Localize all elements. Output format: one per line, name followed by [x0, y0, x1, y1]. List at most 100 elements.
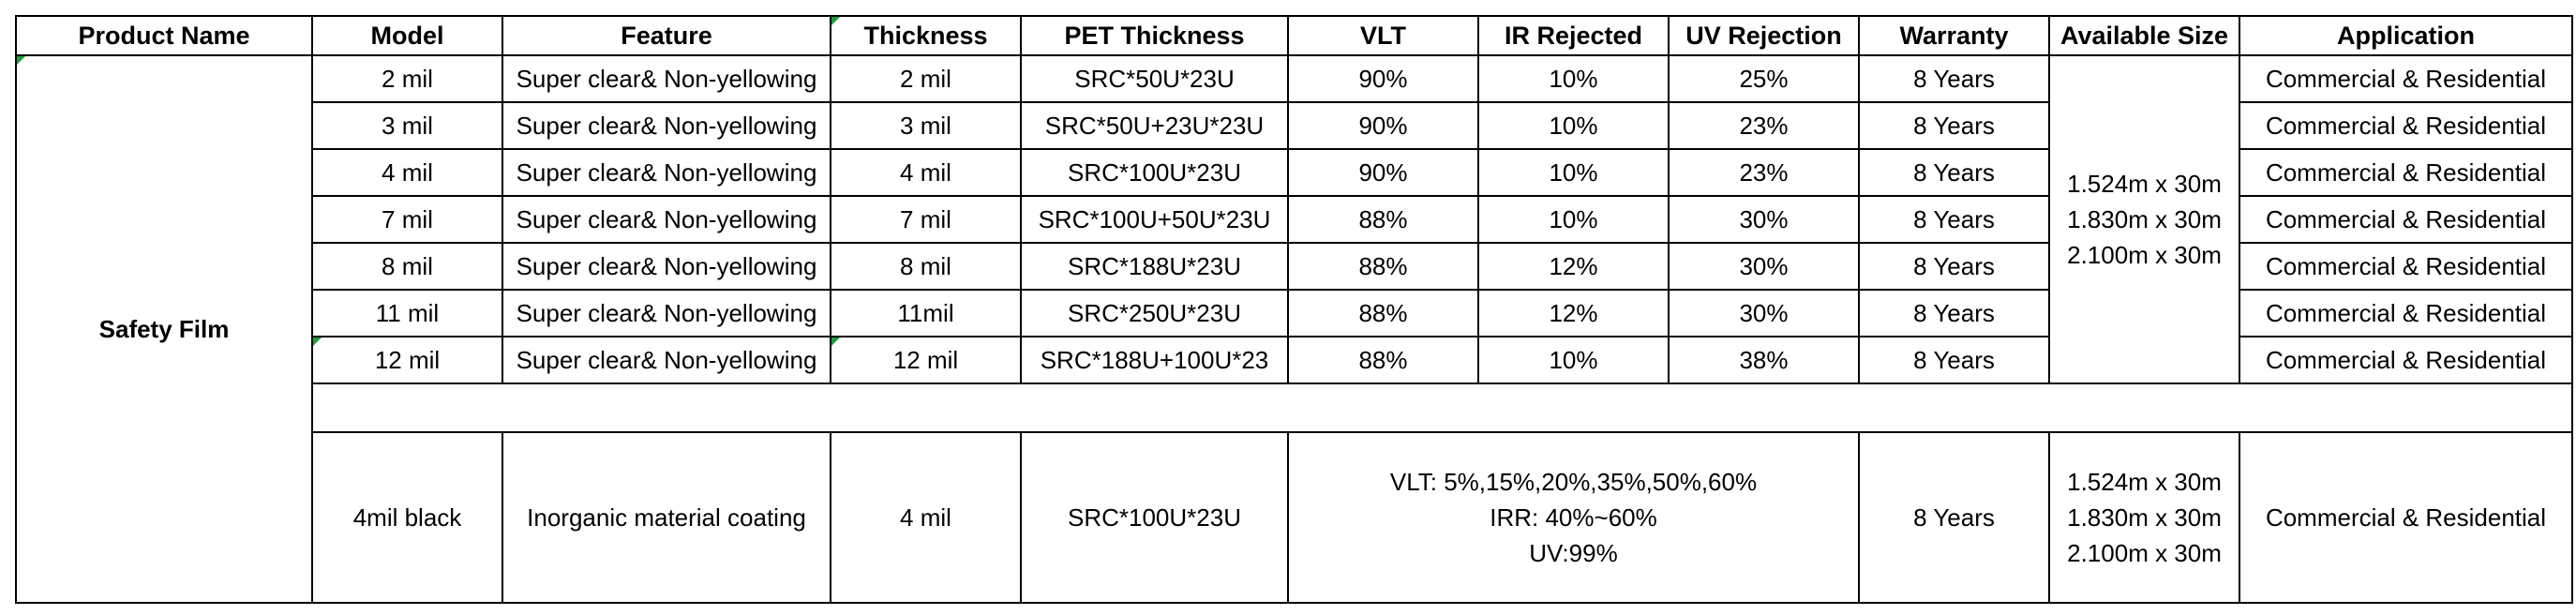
ir-cell[interactable]: 12%: [1477, 289, 1670, 338]
application-cell[interactable]: Commercial & Residential: [2239, 101, 2573, 150]
application-cell[interactable]: Commercial & Residential: [2239, 336, 2573, 384]
table-row: 4 mil Super clear& Non-yellowing 4 mil S…: [16, 148, 2573, 197]
warranty-cell[interactable]: 8 Years: [1858, 431, 2050, 604]
thickness-cell[interactable]: 3 mil: [830, 101, 1022, 150]
pet-thickness-cell[interactable]: SRC*50U*23U: [1020, 54, 1289, 103]
application-cell[interactable]: Commercial & Residential: [2239, 54, 2573, 103]
feature-cell[interactable]: Super clear& Non-yellowing: [502, 242, 831, 291]
feature-cell[interactable]: Super clear& Non-yellowing: [502, 289, 831, 338]
vlt-cell[interactable]: 90%: [1287, 101, 1479, 150]
size-value: 2.100m x 30m: [2067, 539, 2222, 567]
ir-cell[interactable]: 12%: [1477, 242, 1670, 291]
product-name-cell[interactable]: Safety Film: [15, 54, 313, 604]
available-size-cell[interactable]: 1.524m x 30m 1.830m x 30m 2.100m x 30m: [2048, 54, 2240, 384]
pet-thickness-cell[interactable]: SRC*250U*23U: [1020, 289, 1289, 338]
model-cell[interactable]: 7 mil: [311, 195, 503, 244]
model-cell[interactable]: 4mil black: [311, 431, 503, 604]
table-row: 8 mil Super clear& Non-yellowing 8 mil S…: [16, 242, 2573, 291]
size-value: 1.830m x 30m: [2067, 205, 2222, 233]
warranty-cell[interactable]: 8 Years: [1858, 195, 2050, 244]
model-cell[interactable]: 12 mil: [311, 336, 503, 384]
uv-cell[interactable]: 23%: [1668, 148, 1860, 197]
application-cell[interactable]: Commercial & Residential: [2239, 242, 2573, 291]
warranty-cell[interactable]: 8 Years: [1858, 54, 2050, 103]
note-line: UV:99%: [1529, 539, 1618, 567]
pet-thickness-cell[interactable]: SRC*100U*23U: [1020, 431, 1289, 604]
ir-cell[interactable]: 10%: [1477, 195, 1670, 244]
feature-cell[interactable]: Super clear& Non-yellowing: [502, 336, 831, 384]
warranty-cell[interactable]: 8 Years: [1858, 242, 2050, 291]
header-cell[interactable]: Thickness: [830, 15, 1022, 56]
header-cell[interactable]: Available Size: [2048, 15, 2240, 56]
header-text: Thickness: [863, 21, 988, 50]
vlt-cell[interactable]: 88%: [1287, 195, 1479, 244]
thickness-cell[interactable]: 4 mil: [830, 431, 1022, 604]
ir-cell[interactable]: 10%: [1477, 148, 1670, 197]
feature-cell[interactable]: Super clear& Non-yellowing: [502, 54, 831, 103]
cell-comment-marker: [832, 18, 840, 25]
pet-thickness-cell[interactable]: SRC*188U+100U*23: [1020, 336, 1289, 384]
vlt-cell[interactable]: 90%: [1287, 54, 1479, 103]
uv-cell[interactable]: 30%: [1668, 242, 1860, 291]
thickness-cell[interactable]: 8 mil: [830, 242, 1022, 291]
vlt-cell[interactable]: 90%: [1287, 148, 1479, 197]
size-value: 1.524m x 30m: [2067, 468, 2222, 496]
application-cell[interactable]: Commercial & Residential: [2239, 431, 2573, 604]
header-cell[interactable]: PET Thickness: [1020, 15, 1289, 56]
warranty-cell[interactable]: 8 Years: [1858, 101, 2050, 150]
table-row: 3 mil Super clear& Non-yellowing 3 mil S…: [16, 101, 2573, 150]
available-size-cell[interactable]: 1.524m x 30m 1.830m x 30m 2.100m x 30m: [2048, 431, 2240, 604]
warranty-cell[interactable]: 8 Years: [1858, 289, 2050, 338]
vlt-cell[interactable]: 88%: [1287, 242, 1479, 291]
vlt-cell[interactable]: 88%: [1287, 336, 1479, 384]
empty-cell[interactable]: [311, 382, 2573, 433]
cell-comment-marker: [314, 338, 322, 346]
thickness-cell[interactable]: 4 mil: [830, 148, 1022, 197]
uv-cell[interactable]: 30%: [1668, 195, 1860, 244]
model-cell[interactable]: 2 mil: [311, 54, 503, 103]
feature-cell[interactable]: Super clear& Non-yellowing: [502, 148, 831, 197]
thickness-cell[interactable]: 7 mil: [830, 195, 1022, 244]
warranty-cell[interactable]: 8 Years: [1858, 148, 2050, 197]
header-cell[interactable]: Model: [311, 15, 503, 56]
pet-thickness-cell[interactable]: SRC*100U*23U: [1020, 148, 1289, 197]
product-spec-table: Product Name Model Feature Thickness PET…: [15, 15, 2573, 604]
header-cell[interactable]: IR Rejected: [1477, 15, 1670, 56]
feature-cell[interactable]: Inorganic material coating: [502, 431, 831, 604]
ir-cell[interactable]: 10%: [1477, 336, 1670, 384]
header-cell[interactable]: Application: [2239, 15, 2573, 56]
thickness-cell[interactable]: 12 mil: [830, 336, 1022, 384]
cell-comment-marker: [832, 338, 840, 346]
model-cell[interactable]: 4 mil: [311, 148, 503, 197]
model-cell[interactable]: 8 mil: [311, 242, 503, 291]
application-cell[interactable]: Commercial & Residential: [2239, 289, 2573, 338]
pet-thickness-cell[interactable]: SRC*100U+50U*23U: [1020, 195, 1289, 244]
warranty-cell[interactable]: 8 Years: [1858, 336, 2050, 384]
header-cell[interactable]: Feature: [502, 15, 831, 56]
ir-cell[interactable]: 10%: [1477, 54, 1670, 103]
application-cell[interactable]: Commercial & Residential: [2239, 195, 2573, 244]
ir-cell[interactable]: 10%: [1477, 101, 1670, 150]
table-row: 12 mil Super clear& Non-yellowing 12 mil…: [16, 336, 2573, 384]
model-text: 12 mil: [374, 345, 441, 374]
uv-cell[interactable]: 25%: [1668, 54, 1860, 103]
uv-cell[interactable]: 38%: [1668, 336, 1860, 384]
pet-thickness-cell[interactable]: SRC*188U*23U: [1020, 242, 1289, 291]
thickness-cell[interactable]: 11mil: [830, 289, 1022, 338]
uv-cell[interactable]: 30%: [1668, 289, 1860, 338]
header-cell[interactable]: Warranty: [1858, 15, 2050, 56]
header-cell[interactable]: VLT: [1287, 15, 1479, 56]
performance-notes-cell[interactable]: VLT: 5%,15%,20%,35%,50%,60% IRR: 40%~60%…: [1287, 431, 1860, 604]
feature-cell[interactable]: Super clear& Non-yellowing: [502, 101, 831, 150]
application-cell[interactable]: Commercial & Residential: [2239, 148, 2573, 197]
vlt-cell[interactable]: 88%: [1287, 289, 1479, 338]
uv-cell[interactable]: 23%: [1668, 101, 1860, 150]
pet-thickness-cell[interactable]: SRC*50U+23U*23U: [1020, 101, 1289, 150]
feature-cell[interactable]: Super clear& Non-yellowing: [502, 195, 831, 244]
empty-row: [16, 382, 2573, 433]
model-cell[interactable]: 3 mil: [311, 101, 503, 150]
model-cell[interactable]: 11 mil: [311, 289, 503, 338]
header-cell[interactable]: UV Rejection: [1668, 15, 1860, 56]
thickness-cell[interactable]: 2 mil: [830, 54, 1022, 103]
header-cell[interactable]: Product Name: [15, 15, 313, 56]
